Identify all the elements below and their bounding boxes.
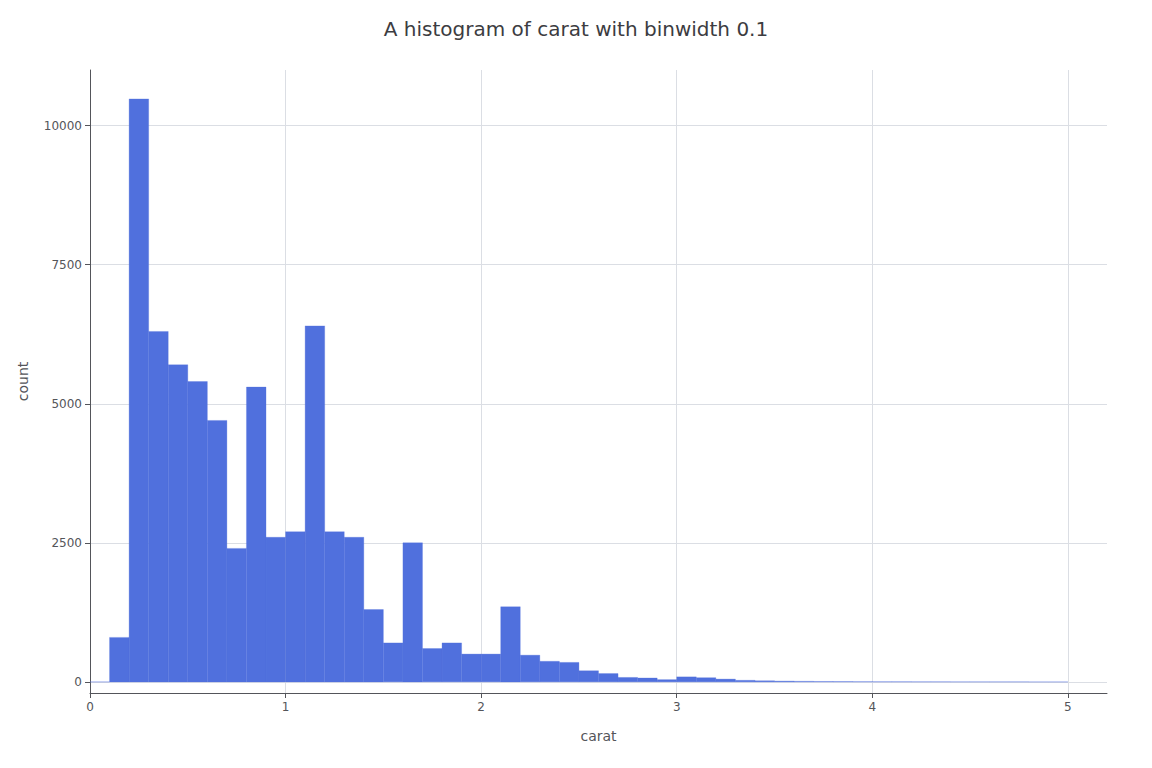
svg-text:5: 5 xyxy=(1064,700,1072,714)
svg-text:2: 2 xyxy=(477,700,485,714)
svg-text:4: 4 xyxy=(868,700,876,714)
svg-text:10000: 10000 xyxy=(44,119,82,133)
svg-text:3: 3 xyxy=(673,700,681,714)
svg-text:A histogram of carat with binw: A histogram of carat with binwidth 0.1 xyxy=(384,17,768,41)
svg-text:5000: 5000 xyxy=(51,397,82,411)
svg-text:7500: 7500 xyxy=(51,258,82,272)
svg-text:0: 0 xyxy=(86,700,94,714)
svg-text:count: count xyxy=(15,361,31,401)
svg-text:1: 1 xyxy=(282,700,290,714)
svg-text:carat: carat xyxy=(580,728,617,744)
svg-text:2500: 2500 xyxy=(51,536,82,550)
svg-text:0: 0 xyxy=(74,675,82,689)
